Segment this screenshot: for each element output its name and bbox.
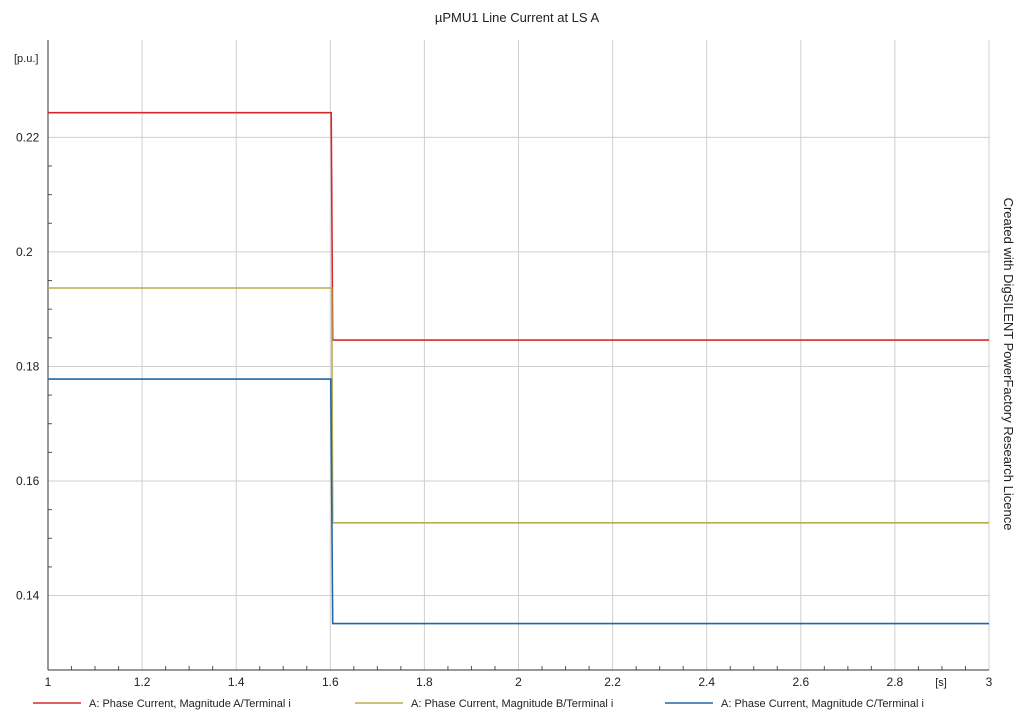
series-line-1 [48,111,989,341]
x-tick-label: 1.4 [228,675,245,689]
x-tick-label: 2.6 [792,675,809,689]
x-tick-label: 2.8 [887,675,904,689]
x-tick-label: 2.2 [604,675,621,689]
legend: A: Phase Current, Magnitude A/Terminal i… [33,698,924,710]
y-tick-labels: 0.14 0.16 0.18 0.2 0.22 [16,130,40,602]
licence-watermark: Created with DigSILENT PowerFactory Rese… [1001,198,1016,531]
y-tick-label: 0.18 [16,359,40,373]
x-tick-label: 1.2 [134,675,151,689]
legend-label-1: A: Phase Current, Magnitude A/Terminal i [89,698,291,710]
y-tick-label: 0.16 [16,474,40,488]
axes [47,40,989,671]
x-tick-label: 3 [986,675,993,689]
x-tick-label: 1.8 [416,675,433,689]
grid [48,40,990,670]
series-line-2 [48,287,989,524]
y-tick-label: 0.2 [16,245,33,259]
x-axis-unit: [s] [935,677,947,689]
legend-label-3: A: Phase Current, Magnitude C/Terminal i [721,698,924,710]
legend-label-2: A: Phase Current, Magnitude B/Terminal i [411,698,613,710]
x-tick-label: 2.4 [698,675,715,689]
y-axis-unit: [p.u.] [14,53,38,65]
y-tick-label: 0.14 [16,589,40,603]
y-tick-label: 0.22 [16,130,40,144]
series-lines [48,111,989,625]
x-tick-label: 1.6 [322,675,339,689]
series-line-3 [48,378,989,625]
x-tick-labels: 1 1.2 1.4 1.6 1.8 2 2.2 2.4 2.6 2.8 3 [45,675,993,689]
x-tick-label: 1 [45,675,52,689]
chart-title: µPMU1 Line Current at LS A [435,10,600,25]
x-tick-label: 2 [515,675,522,689]
